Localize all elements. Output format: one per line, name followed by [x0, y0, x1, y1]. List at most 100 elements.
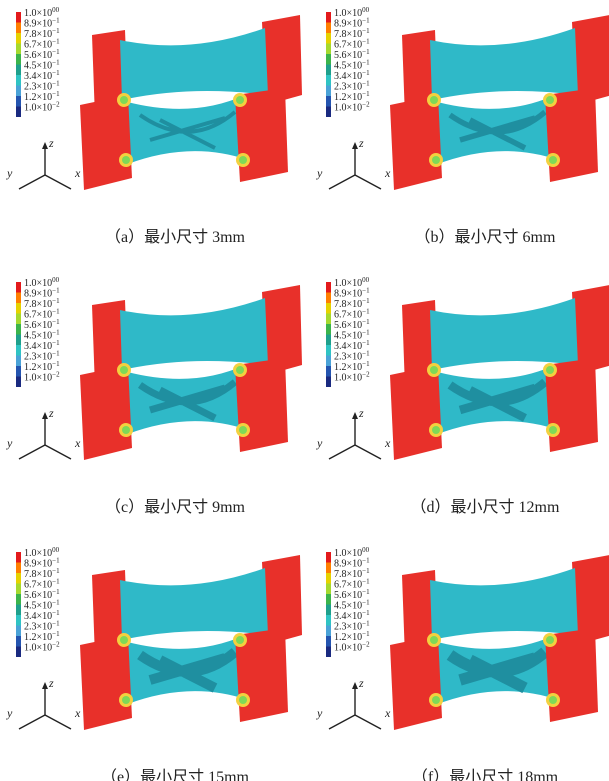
mantissa: 1.2×10: [334, 632, 362, 643]
mantissa: 4.5×10: [334, 61, 362, 72]
colorbar-segment: [16, 573, 21, 584]
colorbar-label: 1.0×10−2: [334, 101, 370, 114]
mantissa: 3.4×10: [24, 71, 52, 82]
exponent: −2: [362, 101, 370, 109]
caption: （c）最小尺寸 9mm: [105, 498, 246, 516]
exponent: −1: [52, 38, 60, 46]
exponent: −1: [362, 48, 370, 56]
colorbar-segment: [326, 552, 331, 563]
mantissa: 3.4×10: [24, 341, 52, 352]
axis-arrow: [329, 715, 355, 729]
mantissa: 1.2×10: [24, 632, 52, 643]
arrow-head: [42, 682, 48, 689]
colorbar-segment: [326, 573, 331, 584]
mantissa: 5.6×10: [24, 50, 52, 61]
colorbar-segment: [16, 44, 21, 55]
axis-label: y: [6, 166, 13, 180]
colorbar-segment: [326, 282, 331, 293]
joint-gradient: [432, 426, 440, 434]
colorbar-segment: [326, 107, 331, 118]
mantissa: 4.5×10: [334, 331, 362, 342]
exponent: −1: [362, 630, 370, 638]
colorbar-segment: [16, 65, 21, 76]
colorbar-segment: [326, 563, 331, 574]
colorbar-label: 1.0×10−2: [334, 641, 370, 654]
joint-gradient: [120, 636, 128, 644]
axis-label: z: [48, 136, 54, 150]
mantissa: 8.9×10: [24, 559, 52, 570]
panel: 1.0×10008.9×10−17.8×10−16.7×10−15.6×10−1…: [6, 276, 302, 516]
mantissa: 8.9×10: [334, 289, 362, 300]
joint-gradient: [430, 366, 438, 374]
axis-label: y: [316, 166, 323, 180]
exponent: −1: [362, 578, 370, 586]
colorbar-label: 1.0×10−2: [24, 371, 60, 384]
axis-arrow: [329, 175, 355, 189]
caption: （b）最小尺寸 6mm: [415, 228, 556, 246]
exponent: −1: [52, 318, 60, 326]
front-left-block: [390, 95, 442, 190]
axis-arrow: [19, 445, 45, 459]
joint-gradient: [239, 426, 247, 434]
exponent: −1: [362, 620, 370, 628]
exponent: −1: [52, 329, 60, 337]
colorbar-segment: [16, 33, 21, 44]
exponent: −1: [362, 588, 370, 596]
mantissa: 1.0×10: [334, 373, 362, 384]
colorbar-segment: [16, 356, 21, 367]
front-left-block: [390, 365, 442, 460]
mantissa: 2.3×10: [334, 622, 362, 633]
mantissa: 4.5×10: [334, 601, 362, 612]
joint-gradient: [236, 366, 244, 374]
axis-label: y: [6, 706, 13, 720]
axis-label: x: [74, 436, 81, 450]
arrow-head: [42, 142, 48, 149]
colorbar-segment: [16, 293, 21, 304]
exponent: 00: [362, 6, 370, 14]
mantissa: 1.2×10: [334, 362, 362, 373]
exponent: −1: [362, 350, 370, 358]
exponent: −1: [52, 620, 60, 628]
exponent: −1: [52, 69, 60, 77]
joint-gradient: [120, 96, 128, 104]
joint-gradient: [236, 636, 244, 644]
exponent: −1: [362, 297, 370, 305]
colorbar-segment: [326, 96, 331, 107]
colorbar-segment: [16, 12, 21, 23]
back-body: [430, 28, 578, 100]
mantissa: 2.3×10: [24, 622, 52, 633]
colorbar-segment: [16, 23, 21, 34]
colorbar-segment: [326, 12, 331, 23]
colorbar-segment: [16, 75, 21, 86]
exponent: −1: [362, 90, 370, 98]
axis-arrow: [45, 445, 71, 459]
joint-gradient: [430, 96, 438, 104]
exponent: −1: [52, 48, 60, 56]
joint-gradient: [239, 696, 247, 704]
joint-gradient: [430, 636, 438, 644]
arrow-head: [352, 142, 358, 149]
axis-label: x: [74, 166, 81, 180]
exponent: −1: [52, 90, 60, 98]
exponent: −1: [362, 27, 370, 35]
colorbar-segment: [16, 366, 21, 377]
mantissa: 1.0×10: [334, 8, 362, 19]
colorbar-segment: [16, 335, 21, 346]
axis-label: x: [74, 706, 81, 720]
axis-label: x: [384, 166, 391, 180]
mantissa: 4.5×10: [24, 601, 52, 612]
colorbar-segment: [326, 356, 331, 367]
colorbar-segment: [16, 86, 21, 97]
back-body: [430, 568, 578, 640]
joint-gradient: [122, 696, 130, 704]
exponent: −2: [362, 371, 370, 379]
colorbar-label: 1.0×10−2: [24, 641, 60, 654]
figure: 1.0×10008.9×10−17.8×10−16.7×10−15.6×10−1…: [0, 0, 609, 781]
colorbar-segment: [326, 366, 331, 377]
back-body: [430, 298, 578, 370]
mantissa: 5.6×10: [24, 590, 52, 601]
axis-label: z: [48, 676, 54, 690]
mantissa: 1.0×10: [24, 643, 52, 654]
panel: 1.0×10008.9×10−17.8×10−16.7×10−15.6×10−1…: [6, 546, 302, 781]
mantissa: 1.0×10: [24, 8, 52, 19]
